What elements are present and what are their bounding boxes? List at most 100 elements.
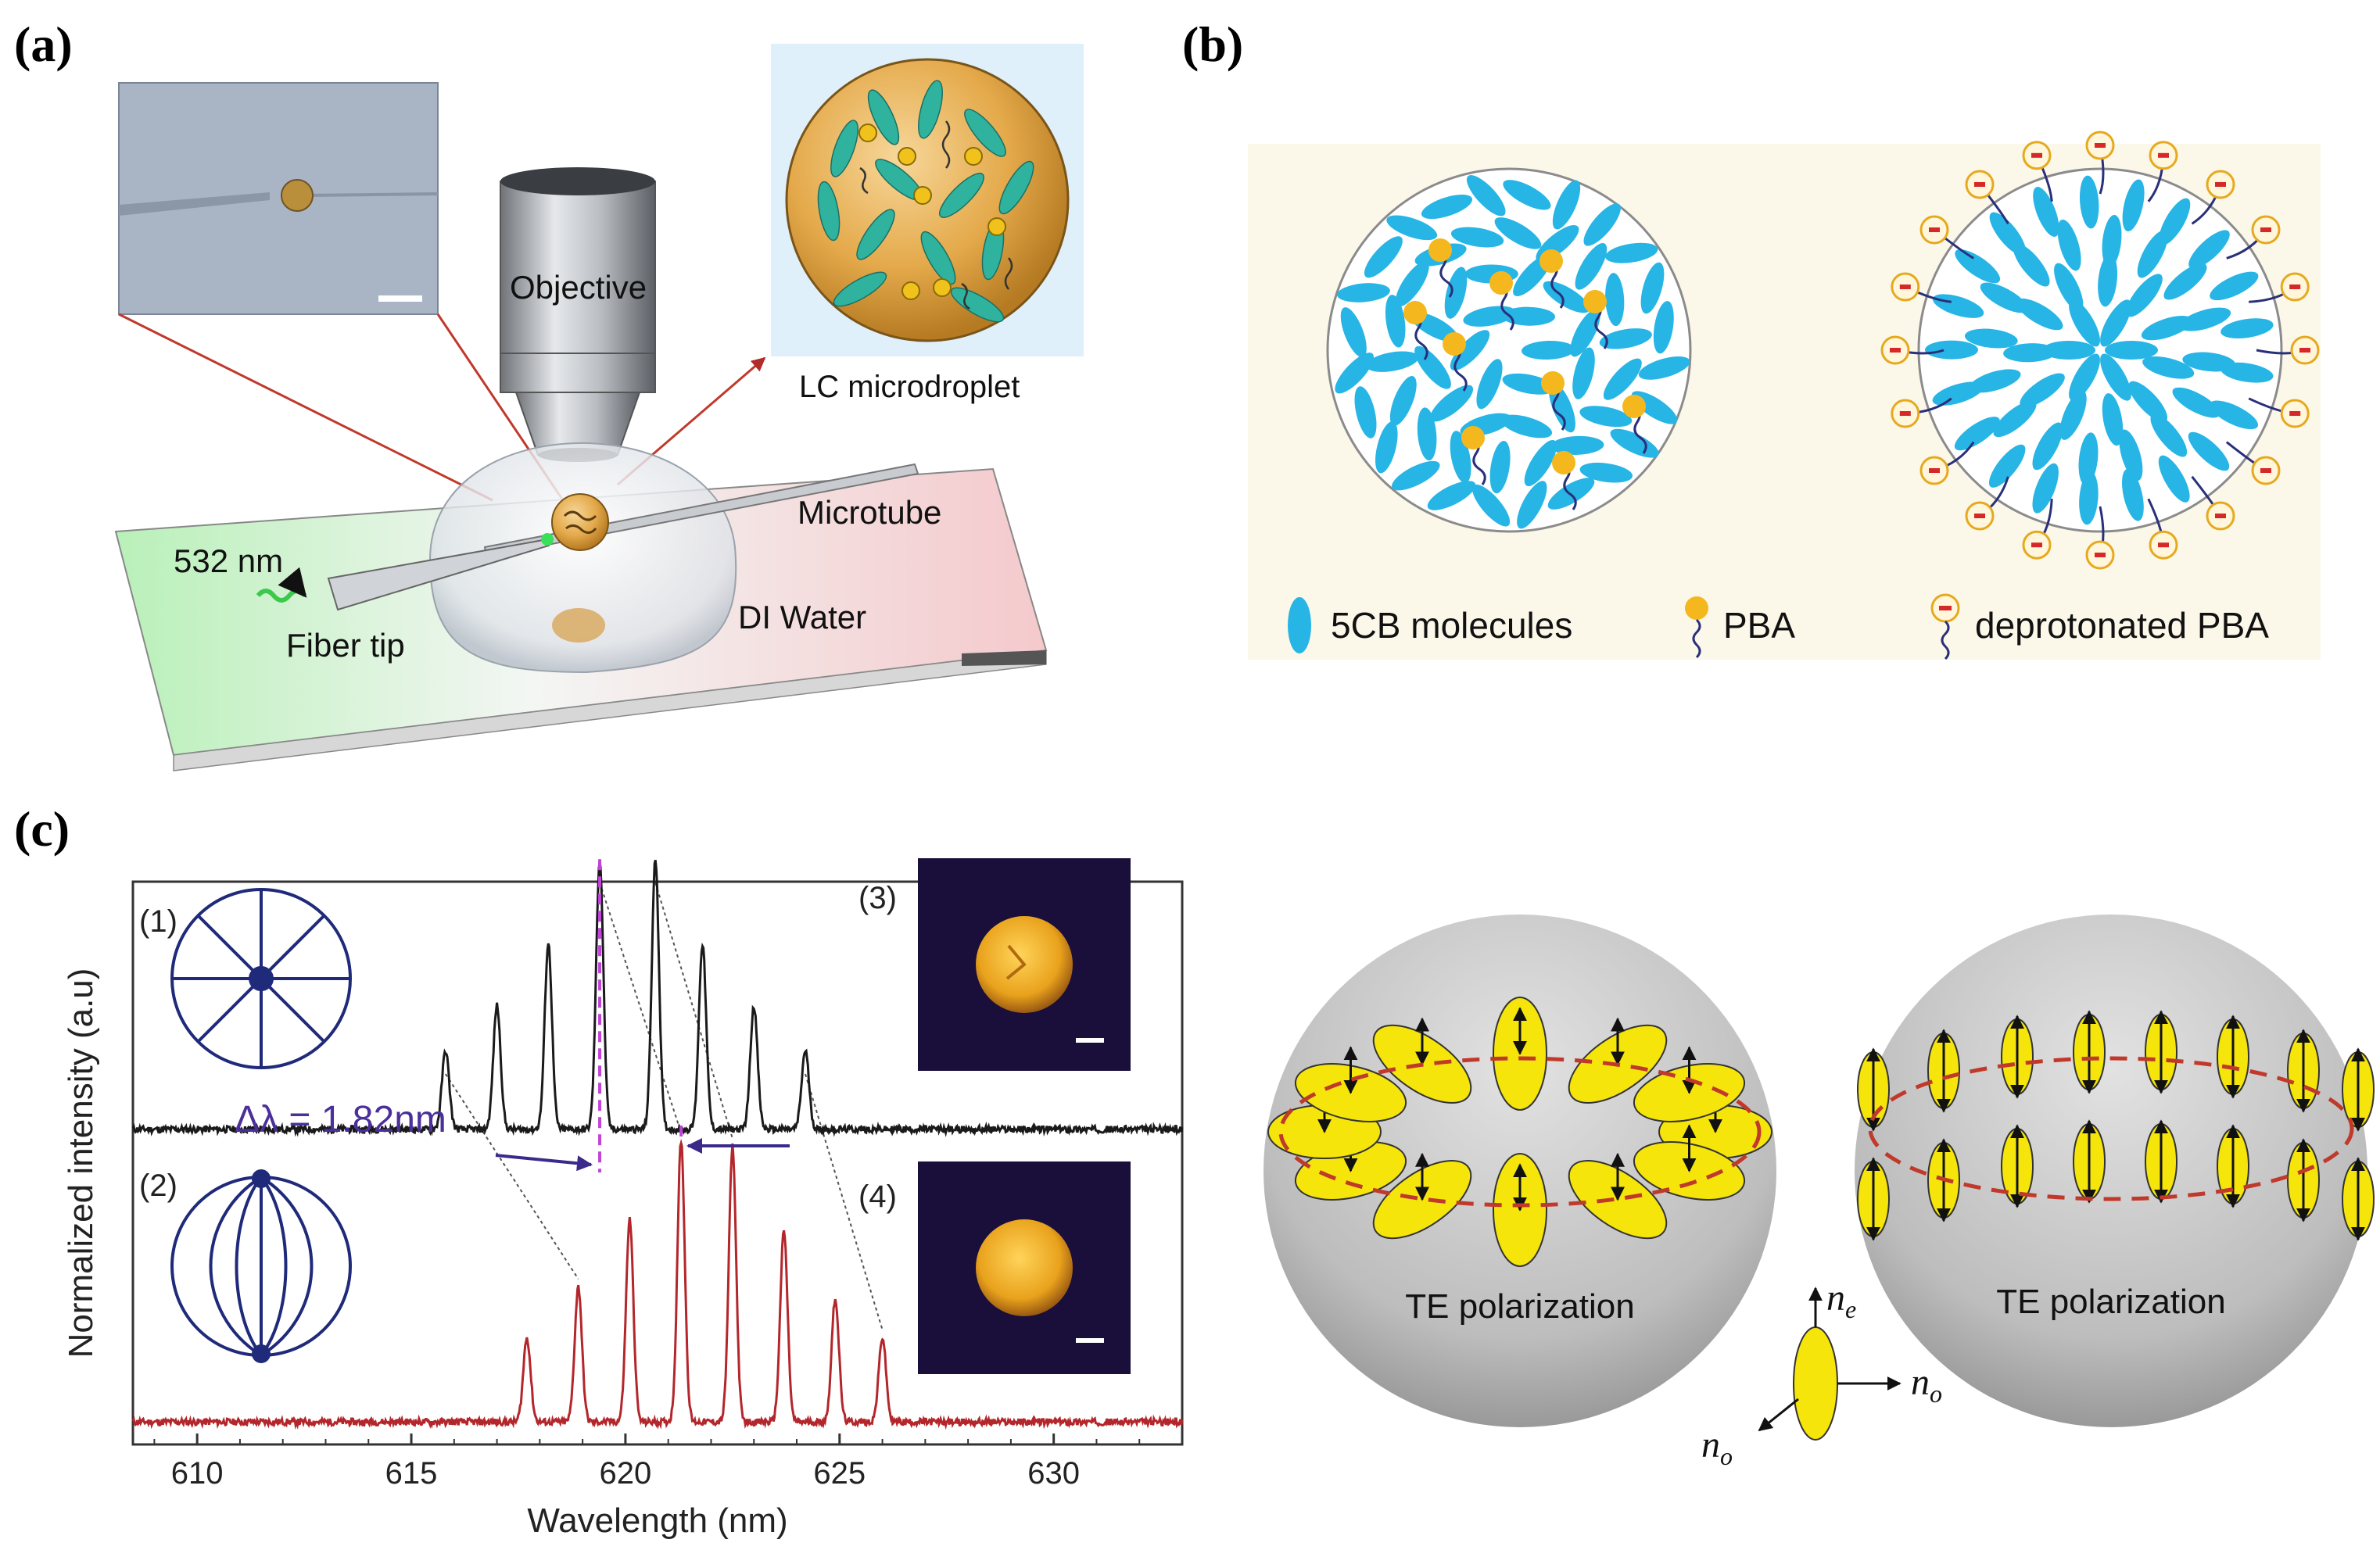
molecule bbox=[1603, 358, 1642, 400]
pba-head bbox=[1583, 290, 1607, 313]
lc-ellipsoid bbox=[1633, 1046, 1746, 1122]
molecule bbox=[1494, 217, 1542, 249]
lc-ellipsoid bbox=[1294, 1046, 1407, 1122]
deprotonated-head bbox=[1880, 335, 1910, 365]
pba-head bbox=[1552, 451, 1575, 474]
molecule bbox=[2163, 263, 2207, 300]
delta-arrow-left bbox=[495, 1154, 593, 1172]
microscope-image-3 bbox=[918, 858, 1131, 1071]
deprotonated-head bbox=[2149, 141, 2178, 170]
deprotonated-head bbox=[2206, 170, 2235, 199]
deprotonated-head bbox=[2022, 530, 2052, 560]
peak-link bbox=[599, 882, 683, 1133]
lc-ellipsoid bbox=[2217, 1015, 2249, 1099]
molecule bbox=[1605, 242, 1658, 263]
te-sphere-bipolar: TE polarization bbox=[1855, 915, 2375, 1427]
delta-lambda-label: Δλ = 1.82nm bbox=[235, 1099, 446, 1140]
inset-label-1: (1) bbox=[139, 904, 177, 939]
pba-head bbox=[1461, 426, 1485, 449]
molecule bbox=[1389, 376, 1417, 426]
legend-deprotonated-label: deprotonated PBA bbox=[1975, 605, 2269, 646]
molecule bbox=[2105, 341, 2158, 360]
molecule bbox=[1444, 267, 1468, 319]
molecule bbox=[1385, 295, 1406, 348]
lc-ellipsoid bbox=[1633, 1124, 1746, 1201]
molecule bbox=[2122, 179, 2145, 232]
peak-link bbox=[654, 882, 733, 1139]
molecule bbox=[1640, 262, 1665, 314]
molecule bbox=[2069, 353, 2100, 401]
te-polarization-left-label: TE polarization bbox=[1405, 1287, 1634, 1326]
laser-spot bbox=[541, 533, 554, 546]
x-tick-label: 620 bbox=[600, 1456, 652, 1491]
molecule bbox=[1502, 306, 1555, 326]
panel-b: (b) 5CB molecules PBA deprotonated P bbox=[1182, 16, 2321, 660]
deprotonated-head bbox=[1919, 456, 1949, 485]
molecule bbox=[1522, 340, 1575, 360]
molecule bbox=[1392, 460, 1440, 491]
legend: 5CB molecules PBA deprotonated PBA bbox=[1288, 593, 2269, 660]
delta-lambda-markers bbox=[598, 859, 683, 1172]
microscope-image-4 bbox=[918, 1161, 1131, 1374]
deprotonated-head bbox=[2149, 530, 2178, 560]
molecule bbox=[1954, 417, 2000, 451]
molecule bbox=[1638, 356, 1690, 380]
deprotonated-head bbox=[1891, 272, 1920, 302]
molecule bbox=[2078, 432, 2099, 486]
panel-c: (c) 610 615 620 625 630 Wavelength (nm) Norm… bbox=[14, 801, 2375, 1540]
panel-label-c: (c) bbox=[14, 801, 70, 857]
x-tick-label: 630 bbox=[1027, 1456, 1080, 1491]
molecule bbox=[1450, 227, 1504, 248]
molecule bbox=[1386, 215, 1438, 241]
deprotonated-head bbox=[1965, 501, 1995, 531]
laser-arrow bbox=[256, 567, 307, 603]
inset-label-2: (2) bbox=[139, 1169, 177, 1203]
molecule bbox=[2032, 422, 2063, 471]
te-sphere-radial: TE polarization bbox=[1263, 915, 1776, 1427]
molecule bbox=[1993, 400, 2037, 438]
molecule bbox=[1366, 351, 1419, 372]
deprotonated-head bbox=[2251, 215, 2281, 245]
inset-label-3: (3) bbox=[858, 881, 897, 915]
deprotonated-head bbox=[1965, 170, 1995, 199]
molecule bbox=[1552, 180, 1581, 230]
lc-ellipsoid bbox=[2217, 1124, 2249, 1208]
molecule bbox=[2210, 271, 2259, 301]
lc-ellipsoid bbox=[2001, 1015, 2034, 1099]
molecule bbox=[2057, 219, 2081, 271]
molecule bbox=[2020, 373, 2065, 408]
fiber-tip-label: Fiber tip bbox=[286, 627, 405, 664]
molecule bbox=[2102, 214, 2122, 268]
pba-head bbox=[1622, 395, 1646, 418]
molecule bbox=[1599, 328, 1652, 349]
pba-head bbox=[1428, 238, 1452, 262]
molecule bbox=[1427, 481, 1476, 510]
deprotonated-head bbox=[1919, 215, 1949, 245]
lc-ellipsoid bbox=[2287, 1138, 2320, 1222]
molecule bbox=[1472, 484, 1511, 527]
molecule bbox=[1932, 381, 1984, 406]
molecule bbox=[1579, 462, 1633, 483]
molecule bbox=[2159, 198, 2191, 245]
lc-droplet bbox=[551, 493, 609, 551]
molecule bbox=[1489, 440, 1511, 494]
molecule bbox=[2209, 400, 2259, 430]
x-tick-labels: 610 615 620 625 630 bbox=[171, 1456, 1080, 1491]
molecule bbox=[1605, 273, 1625, 327]
molecule bbox=[2119, 429, 2143, 481]
spectrum-series-top bbox=[131, 860, 1184, 1137]
deprotonated-head bbox=[2022, 141, 2052, 170]
peak-link bbox=[805, 1073, 884, 1330]
deprotonated-head bbox=[2085, 131, 2115, 160]
molecule bbox=[1549, 382, 1575, 433]
molecule bbox=[1610, 428, 1659, 458]
peak-shift-links bbox=[445, 882, 884, 1330]
pba-head bbox=[1443, 332, 1466, 356]
molecule bbox=[2220, 362, 2274, 383]
microtube-label: Microtube bbox=[798, 494, 941, 531]
n-o-left-label: no bbox=[1701, 1424, 1733, 1470]
objective-lens bbox=[500, 167, 656, 462]
lc-ellipsoid bbox=[2287, 1029, 2320, 1113]
n-o-right-label: no bbox=[1911, 1362, 1942, 1408]
molecule bbox=[1583, 203, 1621, 246]
